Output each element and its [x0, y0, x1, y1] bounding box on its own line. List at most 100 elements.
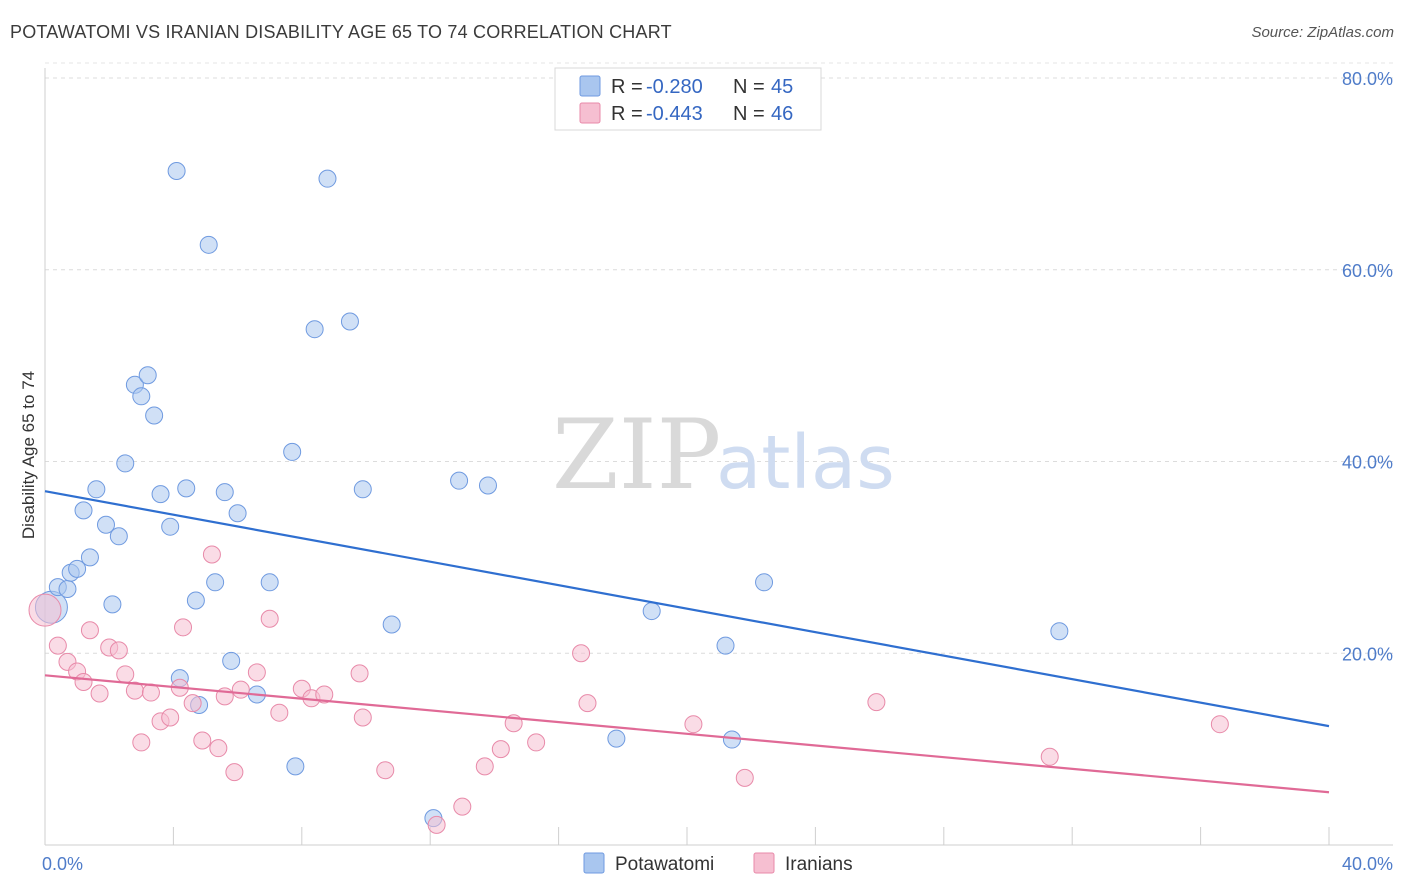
data-point [1050, 622, 1069, 641]
trend-lines [44, 490, 1330, 794]
legend-label-iranians: Iranians [785, 854, 853, 875]
data-point [735, 768, 754, 787]
data-point [48, 636, 67, 655]
data-point [527, 733, 546, 752]
watermark-zip: ZIP [552, 399, 721, 511]
data-point [260, 609, 279, 628]
data-point [350, 664, 369, 683]
data-point [318, 169, 337, 188]
data-point [722, 730, 741, 749]
legend-swatch-potawatomi [583, 852, 605, 874]
data-point [867, 693, 886, 712]
data-point [270, 703, 289, 722]
data-point [109, 527, 128, 546]
y-tick-label: 80.0% [1342, 69, 1393, 89]
data-point [315, 685, 334, 704]
data-point [174, 618, 193, 637]
trend-line-iranians [44, 674, 1330, 794]
data-point [177, 479, 196, 498]
trend-line-potawatomi [44, 490, 1330, 728]
data-point [491, 740, 510, 759]
data-point [1040, 747, 1059, 766]
legend-swatch-iranians [579, 102, 601, 124]
data-point [161, 517, 180, 536]
data-point [684, 715, 703, 734]
y-axis-label: Disability Age 65 to 74 [19, 371, 38, 539]
data-point [716, 636, 735, 655]
data-point [607, 729, 626, 748]
data-point [80, 621, 99, 640]
watermark: ZIP atlas [552, 399, 895, 511]
data-point [209, 739, 228, 758]
data-point [116, 454, 135, 473]
x-tick-label: 40.0% [1342, 854, 1393, 874]
legend-swatch-iranians [753, 852, 775, 874]
legend-entry-potawatomi: R = -0.280 N = 45 [579, 75, 793, 98]
data-point [572, 644, 591, 663]
chart-title: POTAWATOMI VS IRANIAN DISABILITY AGE 65 … [10, 22, 672, 42]
data-point [353, 480, 372, 499]
data-point [260, 573, 279, 592]
data-point [578, 694, 597, 713]
data-point [151, 485, 170, 504]
legend-swatch-potawatomi [579, 75, 601, 97]
data-point [132, 733, 151, 752]
data-point [58, 580, 77, 599]
data-point [225, 763, 244, 782]
legend-n-value: 45 [771, 76, 793, 98]
data-point [382, 615, 401, 634]
data-point [116, 665, 135, 684]
data-point [340, 312, 359, 331]
y-tick-labels: 20.0% 40.0% 60.0% 80.0% [1342, 69, 1393, 664]
data-point [353, 708, 372, 727]
data-point [74, 673, 93, 692]
series-legend: Potawatomi Iranians [583, 852, 853, 875]
series-iranians [28, 545, 1229, 834]
data-point [90, 684, 109, 703]
legend-r-label: R = [611, 76, 643, 98]
data-point [132, 387, 151, 406]
data-point [161, 708, 180, 727]
legend-r-label: R = [611, 103, 643, 125]
data-point [74, 501, 93, 520]
data-point [427, 815, 446, 834]
data-point [305, 320, 324, 339]
legend-n-label: N = [733, 103, 765, 125]
data-point [186, 591, 205, 610]
data-point [87, 480, 106, 499]
data-point [145, 406, 164, 425]
data-point [199, 235, 218, 254]
y-tick-label: 20.0% [1342, 644, 1393, 664]
data-point [206, 573, 225, 592]
data-point [376, 761, 395, 780]
data-point [475, 757, 494, 776]
data-point [642, 602, 661, 621]
data-point [450, 471, 469, 490]
data-point [68, 559, 87, 578]
legend-n-value: 46 [771, 103, 793, 125]
data-point [215, 483, 234, 502]
grid-lines [45, 62, 1393, 654]
data-point [453, 797, 472, 816]
data-point [183, 694, 202, 713]
data-points [28, 161, 1229, 834]
y-tick-label: 40.0% [1342, 453, 1393, 473]
axes [44, 68, 1393, 846]
data-point [193, 731, 212, 750]
data-point [28, 593, 62, 627]
x-tick-label: 0.0% [42, 854, 83, 874]
data-point [222, 651, 241, 670]
data-point [96, 515, 115, 534]
data-point [286, 757, 305, 776]
series-potawatomi [34, 161, 1069, 828]
data-point [283, 442, 302, 461]
data-point [80, 548, 99, 567]
data-point [755, 573, 774, 592]
data-point [138, 366, 157, 385]
data-point [231, 680, 250, 699]
correlation-legend: R = -0.280 N = 45 R = -0.443 N = 46 [554, 67, 822, 131]
y-tick-label: 60.0% [1342, 261, 1393, 281]
legend-r-value: -0.443 [646, 103, 703, 125]
legend-r-value: -0.280 [646, 76, 703, 98]
